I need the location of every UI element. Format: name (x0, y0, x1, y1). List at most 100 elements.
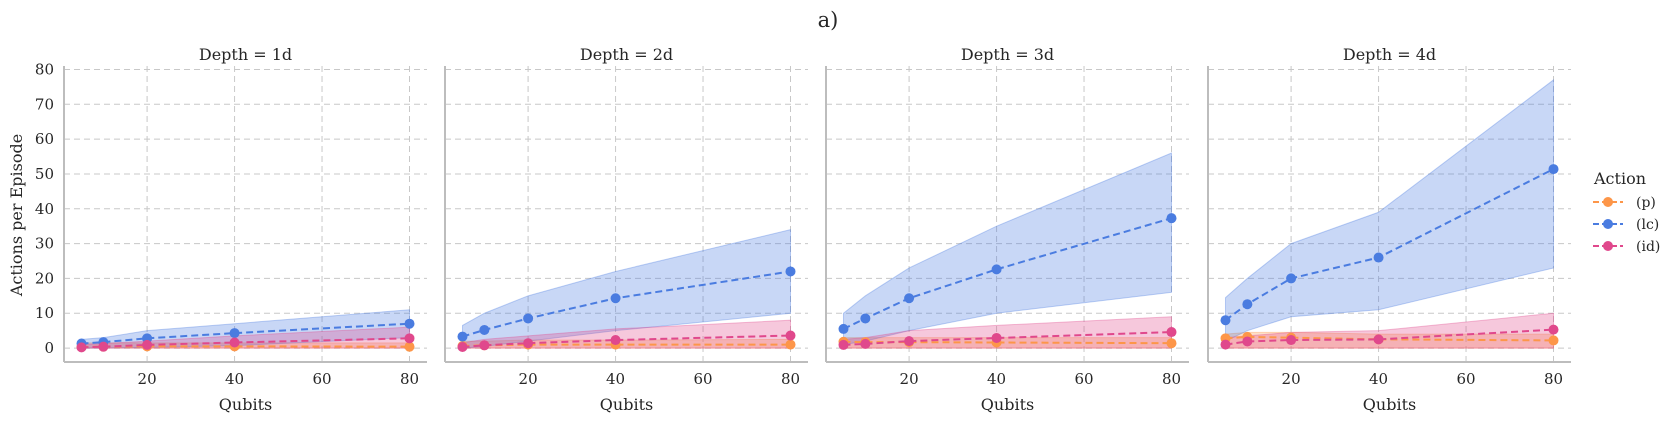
figure-title: a) (818, 8, 839, 32)
data-point-lc (523, 313, 534, 324)
data-point-lc (457, 331, 468, 342)
x-axis-label: Qubits (600, 395, 653, 414)
panel-2: 20 40 60 80 Depth = 2d Qubits (444, 45, 808, 414)
data-point-id (229, 337, 240, 348)
data-point-lc (1548, 164, 1559, 175)
x-tick-label: 20 (1282, 370, 1301, 388)
x-axis-label: Qubits (219, 395, 272, 414)
data-point-lc (785, 266, 796, 277)
x-tick-label: 40 (606, 370, 625, 388)
panel-1: 0 10 20 30 40 50 60 70 80 20 40 60 80 Depth = 1d Qubit… (35, 45, 427, 414)
data-point-id (457, 342, 468, 353)
data-point-p (785, 339, 796, 350)
series-line-id (1225, 328, 1554, 346)
data-point-id (76, 342, 87, 353)
series-line-id (843, 331, 1172, 346)
data-point-id (479, 340, 490, 351)
x-tick-label: 80 (781, 370, 800, 388)
x-tick-label: 20 (138, 370, 157, 388)
data-point-id (98, 341, 109, 352)
x-tick-label: 60 (693, 370, 712, 388)
data-point-id (1220, 339, 1231, 350)
data-point-lc (229, 328, 240, 339)
data-point-lc (1220, 315, 1231, 326)
data-point-id (1373, 334, 1384, 345)
x-tick-label: 80 (1544, 370, 1563, 388)
data-point-lc (404, 318, 415, 329)
y-tick-label: 30 (35, 235, 54, 253)
data-point-id (1286, 335, 1297, 346)
series-line-lc (81, 322, 410, 345)
legend-marker (1603, 219, 1613, 229)
legend-item-p: (p) (1593, 195, 1656, 211)
panel-3: 20 40 60 80 Depth = 3d Qubits (825, 45, 1189, 414)
legend-label: (p) (1636, 195, 1656, 211)
panel-title: Depth = 3d (961, 45, 1054, 64)
data-point-lc (1373, 252, 1384, 263)
data-point-lc (838, 323, 849, 334)
data-point-p (404, 341, 415, 352)
data-point-lc (610, 293, 621, 304)
y-axis-label: Actions per Episode (7, 134, 26, 297)
legend-label: (id) (1636, 239, 1660, 255)
data-point-lc (904, 293, 915, 304)
data-point-id (1242, 336, 1253, 347)
data-point-lc (860, 313, 871, 324)
panel-title: Depth = 4d (1343, 45, 1436, 64)
y-tick-label: 10 (35, 304, 54, 322)
data-point-id (785, 330, 796, 341)
series-line-p (843, 340, 1172, 345)
x-tick-label: 80 (1162, 370, 1181, 388)
legend-marker (1603, 241, 1613, 251)
panel-title: Depth = 2d (580, 45, 673, 64)
data-point-id (1166, 327, 1177, 338)
data-point-p (1548, 335, 1559, 346)
x-tick-label: 40 (225, 370, 244, 388)
panel-4: 20 40 60 80 Depth = 4d Qubits (1207, 45, 1571, 414)
confidence-band-lc (842, 152, 1173, 346)
legend-title: Action (1593, 169, 1646, 188)
y-tick-label: 20 (35, 269, 54, 287)
data-point-id (404, 333, 415, 344)
y-tick-label: 50 (35, 165, 54, 183)
y-tick-label: 0 (44, 339, 54, 357)
y-tick-label: 80 (35, 60, 54, 78)
series-line-id (462, 334, 791, 349)
x-tick-label: 20 (900, 370, 919, 388)
confidence-band-lc (461, 229, 792, 349)
x-axis-label: Qubits (1363, 395, 1416, 414)
data-point-p (1166, 338, 1177, 349)
data-point-lc (991, 264, 1002, 275)
data-point-lc (1166, 213, 1177, 224)
series-line-id (81, 337, 410, 349)
data-point-id (523, 338, 534, 349)
legend-item-id: (id) (1593, 239, 1660, 255)
x-axis-label: Qubits (981, 395, 1034, 414)
data-point-id (838, 339, 849, 350)
x-tick-label: 40 (1369, 370, 1388, 388)
x-tick-label: 60 (1074, 370, 1093, 388)
data-point-id (860, 338, 871, 349)
data-point-lc (479, 324, 490, 335)
x-tick-label: 60 (1456, 370, 1475, 388)
x-tick-label: 60 (312, 370, 331, 388)
x-tick-label: 20 (519, 370, 538, 388)
legend: Action (p) (lc) (id) (1593, 169, 1660, 255)
panel-title: Depth = 1d (199, 45, 292, 64)
legend-marker (1603, 197, 1613, 207)
x-tick-label: 80 (400, 370, 419, 388)
data-point-id (610, 335, 621, 346)
data-point-lc (1242, 299, 1253, 310)
y-tick-label: 70 (35, 95, 54, 113)
confidence-band-lc (1224, 78, 1555, 342)
data-point-id (991, 332, 1002, 343)
confidence-band-p (1224, 331, 1555, 349)
x-tick-label: 40 (987, 370, 1006, 388)
y-tick-label: 60 (35, 130, 54, 148)
y-tick-label: 40 (35, 200, 54, 218)
data-point-id (1548, 324, 1559, 335)
series-line-p (1225, 335, 1554, 342)
legend-item-lc: (lc) (1593, 217, 1659, 233)
data-point-lc (1286, 273, 1297, 284)
